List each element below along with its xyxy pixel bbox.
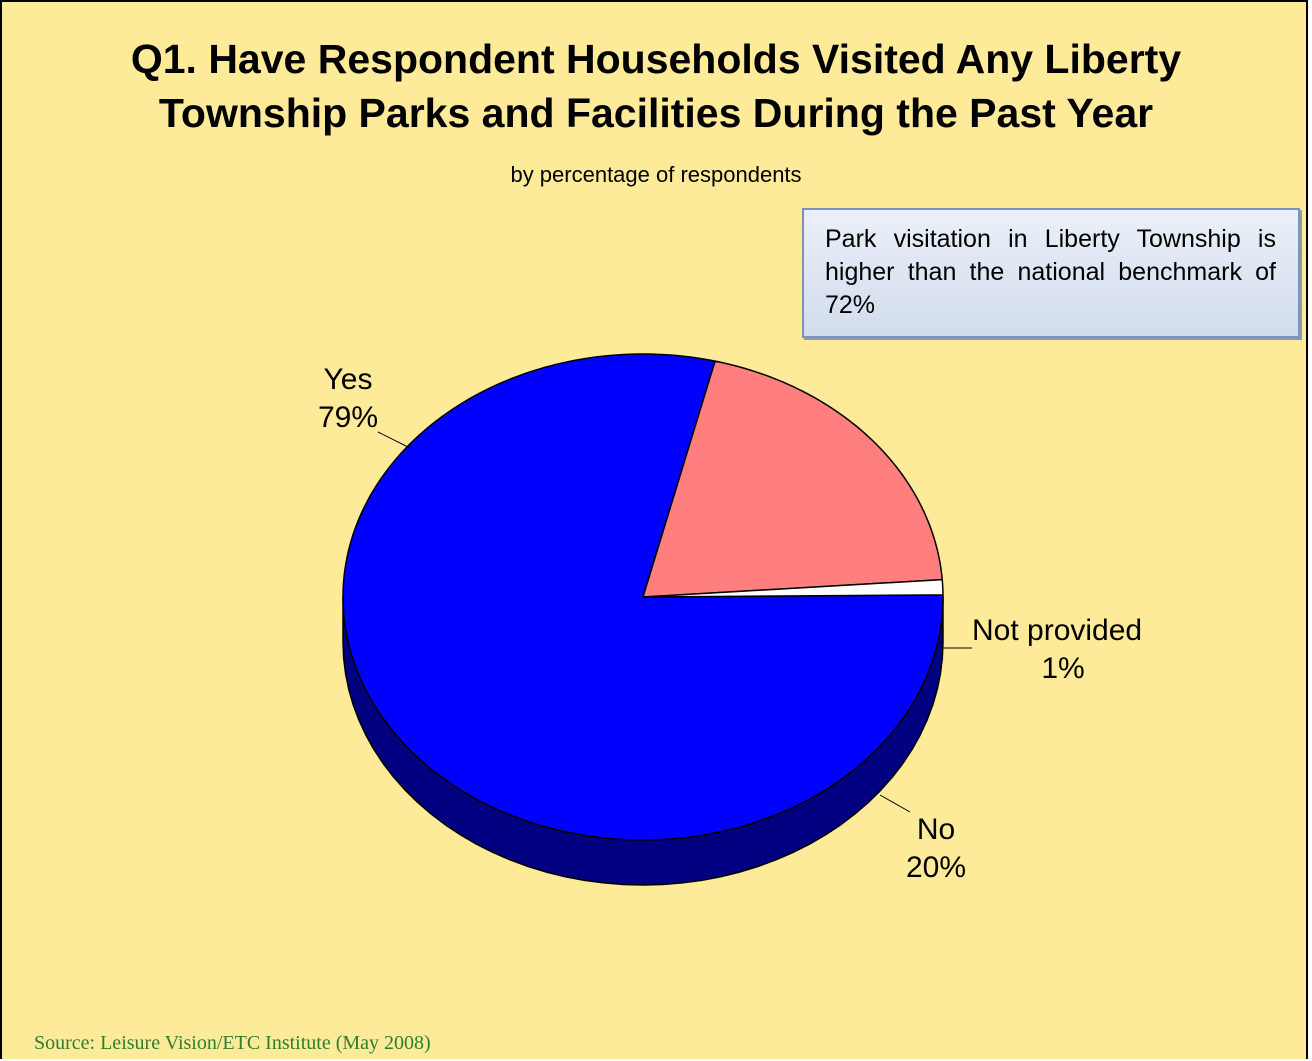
source-note: Source: Leisure Vision/ETC Institute (Ma… [34, 1032, 431, 1054]
chart-title: Q1. Have Respondent Households Visited A… [42, 32, 1270, 140]
leader-line-yes [377, 431, 411, 449]
data-value-yes: 79% [318, 401, 378, 434]
data-label-yes: Yes [324, 363, 373, 396]
pie-slice-no [642, 360, 943, 598]
data-value-not-provided: 1% [1041, 652, 1084, 685]
data-label-no: No [917, 813, 955, 846]
data-value-no: 20% [906, 851, 966, 884]
chart-title-line-2: Township Parks and Facilities During the… [158, 90, 1154, 136]
chart-subtitle: by percentage of respondents [510, 162, 802, 187]
benchmark-callout: Park visitation in Liberty Township is h… [802, 208, 1300, 338]
chart-title-line-1: Q1. Have Respondent Households Visited A… [130, 36, 1182, 82]
leader-line-no [879, 794, 911, 813]
data-label-not-provided: Not provided [972, 614, 1142, 647]
pie-slice-not-provided [642, 578, 944, 598]
